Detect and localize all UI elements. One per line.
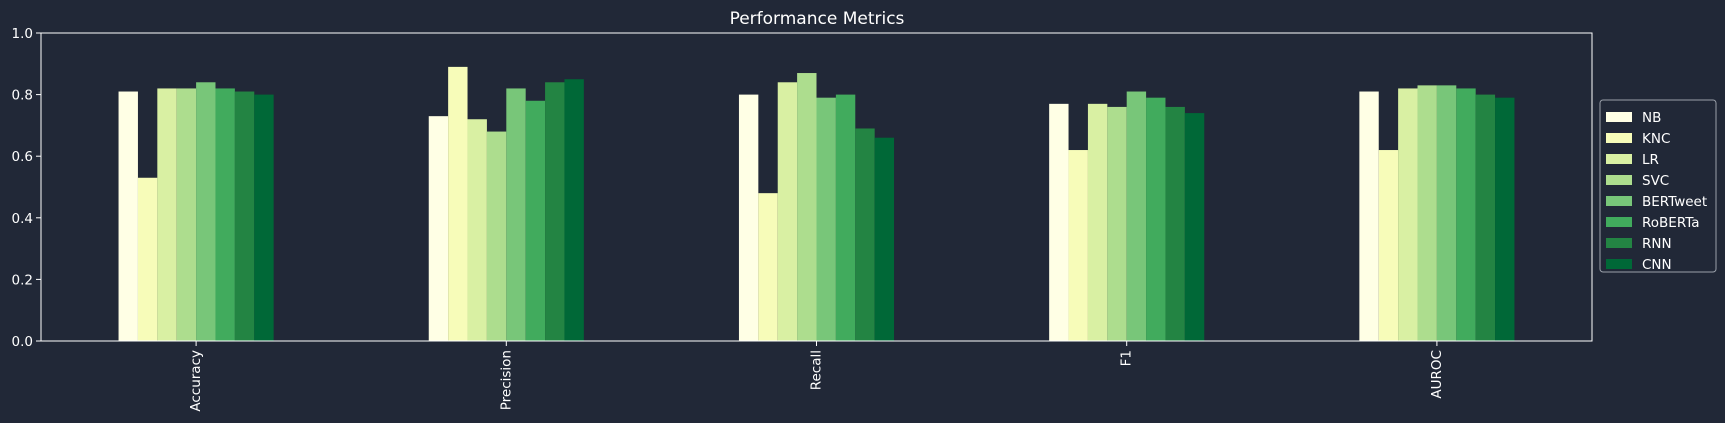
legend-label-lr: LR: [1642, 152, 1659, 168]
bar-cnn-recall: [874, 137, 895, 341]
bar-nb-precision: [428, 116, 449, 341]
chart-title: Performance Metrics: [730, 9, 905, 29]
bars-group: [118, 66, 1515, 342]
bar-lr-auroc: [1398, 88, 1418, 341]
bar-bertweet-recall: [816, 97, 836, 342]
bar-svc-precision: [486, 131, 507, 341]
legend-swatch-nb: [1606, 112, 1632, 122]
bar-knc-auroc: [1378, 150, 1399, 341]
legend-label-roberta: RoBERTa: [1642, 215, 1700, 231]
bar-lr-recall: [777, 82, 798, 341]
bar-nb-auroc: [1359, 91, 1379, 342]
bar-rnn-accuracy: [234, 91, 255, 342]
bar-bertweet-precision: [506, 88, 526, 341]
bar-lr-precision: [467, 119, 487, 342]
legend: NB KNC LR SVC BERTweet RoBERTa RNN CNN: [1599, 99, 1717, 273]
bar-rnn-precision: [545, 82, 565, 341]
legend-label-rnn: RNN: [1642, 236, 1672, 252]
bar-lr-accuracy: [157, 88, 177, 341]
bar-cnn-accuracy: [254, 94, 274, 341]
y-tick-label: 0.4: [12, 211, 33, 227]
y-tick-label: 0.8: [12, 88, 33, 104]
x-tick-label-auroc: AUROC: [1429, 350, 1445, 399]
bar-knc-recall: [758, 193, 778, 341]
legend-label-bertweet: BERTweet: [1642, 194, 1707, 210]
legend-swatch-svc: [1606, 175, 1632, 185]
bar-knc-f1: [1068, 150, 1088, 341]
bar-knc-precision: [448, 66, 468, 341]
bar-cnn-precision: [564, 79, 584, 341]
x-tick-label-f1: F1: [1119, 350, 1135, 366]
bar-roberta-recall: [835, 94, 856, 341]
legend-label-svc: SVC: [1642, 173, 1669, 189]
bar-cnn-f1: [1184, 113, 1205, 341]
bar-svc-accuracy: [176, 88, 197, 341]
bar-cnn-auroc: [1495, 97, 1515, 342]
bar-roberta-precision: [525, 100, 546, 341]
legend-swatch-knc: [1606, 133, 1632, 143]
legend-swatch-bertweet: [1606, 196, 1632, 206]
bar-svc-recall: [797, 73, 817, 341]
bar-bertweet-accuracy: [196, 82, 216, 341]
bar-nb-accuracy: [118, 91, 138, 342]
y-tick-label: 1.0: [12, 26, 33, 42]
y-tick-label: 0.0: [12, 334, 33, 350]
bar-roberta-f1: [1146, 97, 1166, 342]
bar-roberta-auroc: [1456, 88, 1476, 341]
bar-rnn-auroc: [1475, 94, 1496, 341]
bar-rnn-f1: [1165, 106, 1185, 341]
legend-swatch-rnn: [1606, 238, 1632, 248]
legend-label-knc: KNC: [1642, 131, 1670, 147]
bar-roberta-accuracy: [215, 88, 235, 341]
y-tick-label: 0.6: [12, 149, 33, 165]
bar-nb-recall: [738, 94, 759, 341]
x-axis: Accuracy Precision Recall F1 AUROC: [188, 341, 1445, 412]
bar-bertweet-auroc: [1436, 85, 1457, 341]
legend-swatch-roberta: [1606, 217, 1632, 227]
bar-nb-f1: [1049, 103, 1069, 341]
bar-bertweet-f1: [1126, 91, 1147, 342]
legend-swatch-lr: [1606, 154, 1632, 164]
legend-label-nb: NB: [1642, 110, 1661, 126]
x-tick-label-accuracy: Accuracy: [188, 350, 204, 412]
x-tick-label-recall: Recall: [809, 350, 825, 390]
legend-label-cnn: CNN: [1642, 257, 1672, 273]
bar-knc-accuracy: [137, 177, 158, 341]
bar-svc-auroc: [1417, 85, 1437, 341]
bar-svc-f1: [1107, 106, 1127, 341]
legend-swatch-cnn: [1606, 259, 1632, 269]
y-tick-label: 0.2: [12, 272, 33, 288]
bar-rnn-recall: [855, 128, 875, 341]
x-tick-label-precision: Precision: [498, 350, 514, 410]
y-axis: 0.0 0.2 0.4 0.6 0.8 1.0: [12, 26, 41, 350]
bar-lr-f1: [1087, 103, 1108, 341]
